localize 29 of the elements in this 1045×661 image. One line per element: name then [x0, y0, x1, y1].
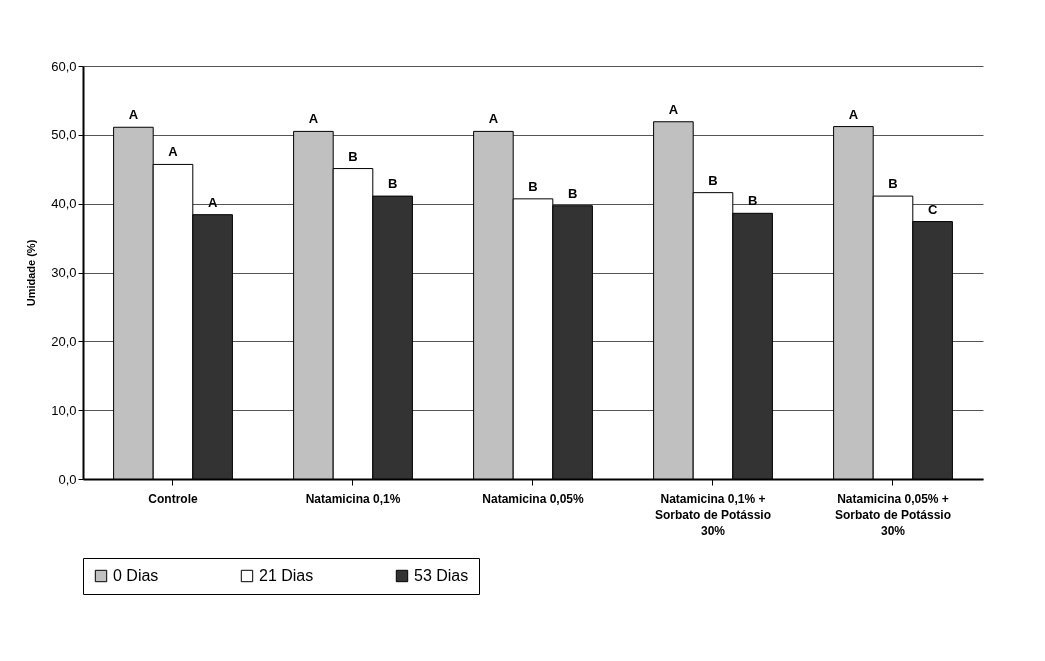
y-axis-title: Umidade (%): [25, 239, 38, 307]
legend-label: 0 Dias: [113, 567, 159, 584]
data-label: B: [708, 172, 718, 188]
data-label: B: [567, 185, 578, 201]
legend-label: 53 Dias: [414, 567, 469, 584]
data-label: B: [348, 148, 358, 164]
data-label: A: [488, 111, 499, 127]
x-tick-label: Controle: [148, 491, 198, 506]
y-tick-label: 20,0: [51, 333, 77, 349]
data-label: A: [168, 144, 179, 160]
x-tick-label: Natamicina 0,05% + Sorbato de Potássio 30%: [834, 491, 952, 538]
y-tick-label: 60,0: [51, 58, 77, 74]
x-tick-label: Natamicina 0,05%: [482, 491, 585, 506]
y-tick-label: 50,0: [51, 127, 77, 143]
data-label: A: [848, 106, 859, 122]
data-label: B: [387, 176, 398, 192]
x-tick-label: Natamicina 0,1%: [305, 491, 401, 506]
data-label: C: [927, 201, 938, 217]
data-label: B: [888, 176, 898, 192]
data-label: A: [668, 101, 679, 117]
legend-label: 21 Dias: [259, 567, 314, 584]
y-tick-label: 40,0: [51, 196, 77, 212]
x-tick-label: Natamicina 0,1% + Sorbato de Potássio 30%: [654, 491, 772, 538]
y-tick-label: 0,0: [58, 471, 77, 487]
data-label: A: [128, 107, 139, 123]
data-label: A: [308, 111, 319, 127]
y-tick-label: 30,0: [51, 265, 77, 280]
y-tick-label: 10,0: [51, 402, 77, 418]
data-label: B: [528, 178, 538, 194]
